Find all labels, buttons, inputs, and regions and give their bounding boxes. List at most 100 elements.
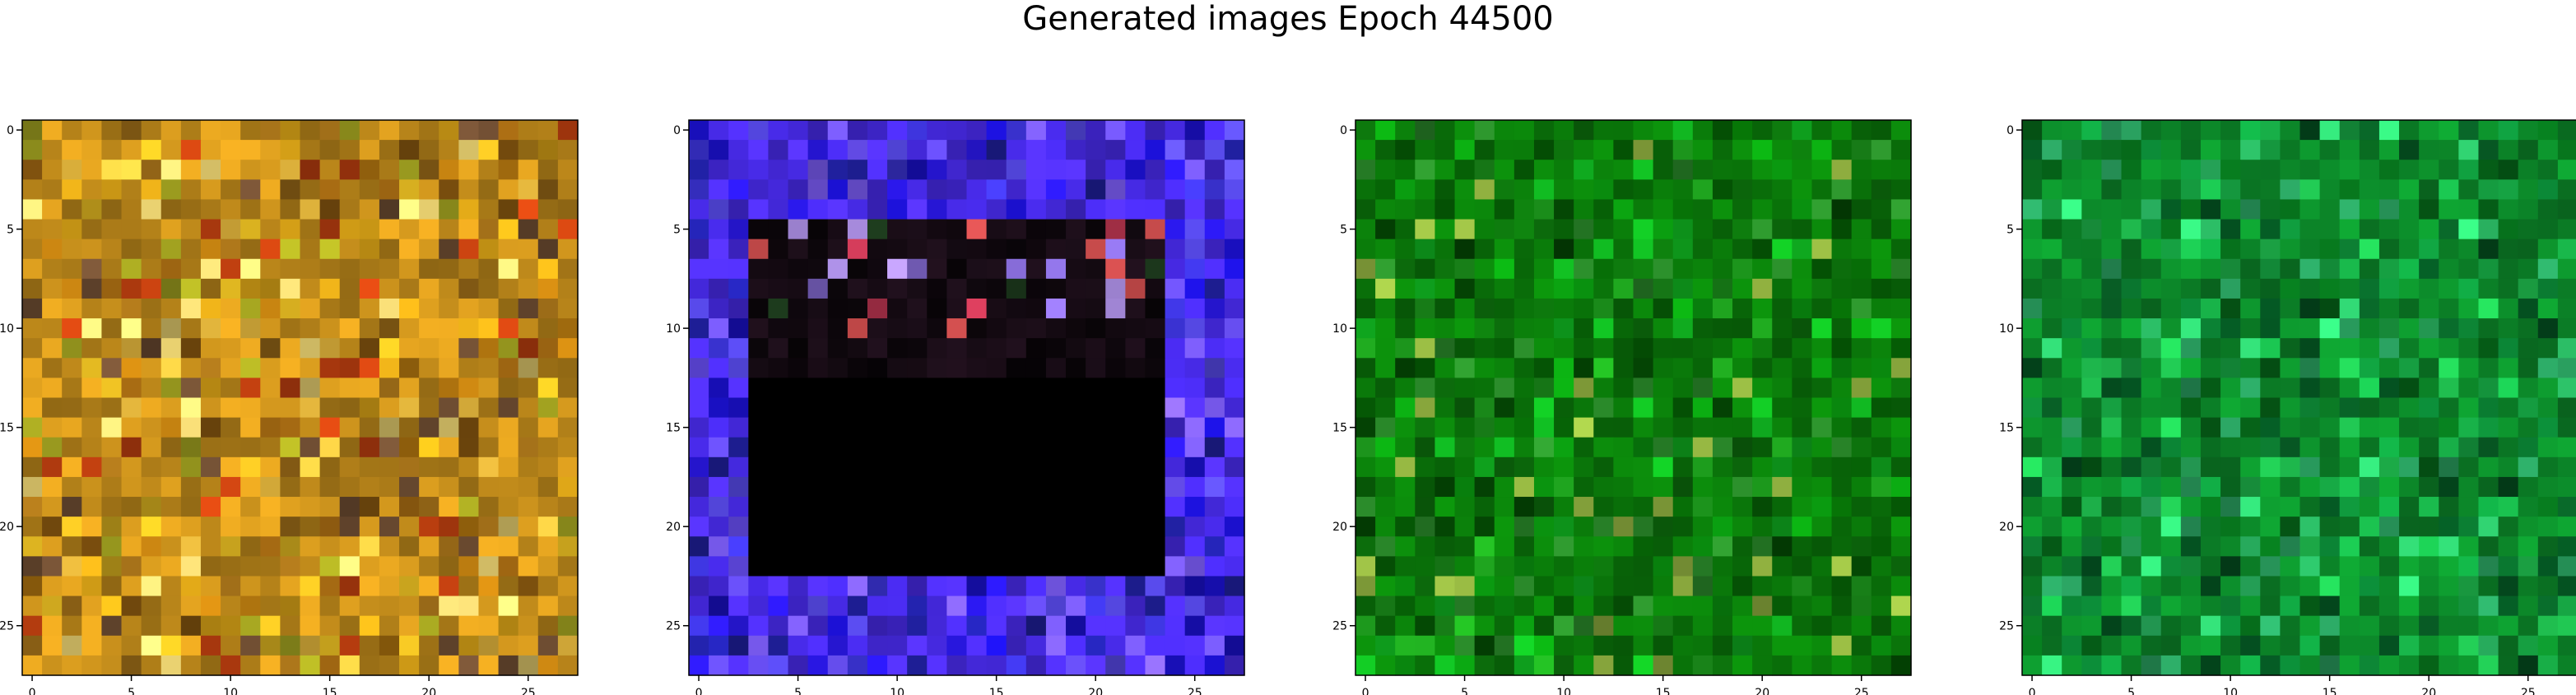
pixel-cell [2160,298,2182,319]
pixel-cell [1474,179,1495,201]
pixel-cell [2359,338,2380,359]
pixel-cell [2319,278,2341,299]
pixel-cell [1434,239,1456,260]
pixel-cell [1871,219,1892,240]
pixel-cell [478,456,500,478]
pixel-cell [1811,219,1833,240]
pixel-cell [1434,140,1456,160]
pixel-cell [1454,219,1476,240]
pixel-cell [2062,615,2082,637]
pixel-cell [2557,199,2576,220]
pixel-cell [2458,397,2480,419]
pixel-cell [1672,595,1694,617]
pixel-cell [2299,140,2321,160]
pixel-cell [2022,298,2043,319]
pixel-cell [2141,497,2162,517]
pixel-cell [867,456,888,478]
pixel-cell [2537,378,2559,399]
pixel-cell [2378,338,2400,359]
pixel-cell [2458,239,2480,260]
pixel-cell [927,378,947,399]
pixel-cell [2299,378,2321,399]
pixel-cell [2260,517,2281,537]
pixel-cell [200,635,221,656]
pixel-cell [768,378,789,399]
pixel-cell [42,160,63,180]
pixel-cell [180,120,202,141]
pixel-cell [827,497,849,517]
pixel-cell [300,338,321,359]
pixel-cell [2378,397,2400,419]
pixel-cell [121,576,142,597]
pixel-cell [1772,655,1793,676]
pixel-cell [1086,120,1106,141]
pixel-cell [1184,497,1206,517]
pixel-cell [319,595,341,617]
pixel-cell [1851,635,1872,656]
pixel-cell [1811,318,1833,339]
pixel-cell [709,497,729,517]
pixel-cell [768,497,789,517]
pixel-cell [2399,536,2420,557]
pixel-cell [1086,378,1106,399]
pixel-cell [2220,417,2241,438]
pixel-cell [498,437,519,458]
pixel-cell [1871,239,1892,260]
pixel-cell [2478,635,2499,656]
pixel-cell [22,576,43,597]
pixel-cell [2240,635,2261,656]
pixel-cell [2042,378,2062,399]
pixel-cell [419,378,439,399]
pixel-cell [1692,397,1713,419]
pixel-cell [300,140,321,160]
pixel-cell [867,358,888,378]
pixel-cell [81,258,103,280]
pixel-cell [1851,199,1872,220]
pixel-cell [2280,536,2301,557]
pixel-cell [1712,536,1733,557]
pixel-cell [1415,456,1436,478]
pixel-cell [1692,595,1713,617]
pixel-cell [399,417,420,438]
pixel-cell [927,576,947,597]
pixel-cell [2240,517,2261,537]
pixel-cell [2478,497,2499,517]
pixel-cell [62,437,82,458]
pixel-cell [986,179,1007,201]
pixel-cell [1653,536,1674,557]
pixel-cell [887,397,908,419]
pixel-cell [2399,258,2420,280]
pixel-cell [1494,397,1515,419]
pixel-cell [1514,258,1535,280]
pixel-cell [1006,140,1027,160]
pixel-cell [2062,595,2082,617]
pixel-cell [1712,456,1733,478]
pixel-cell [1593,318,1614,339]
pixel-cell [200,199,221,220]
pixel-cell [1613,437,1634,458]
pixel-cell [1355,595,1376,617]
pixel-cell [101,417,123,438]
pixel-cell [81,120,103,141]
pixel-cell [22,358,43,378]
pixel-cell [847,476,868,498]
pixel-cell [1415,536,1436,557]
pixel-cell [1434,179,1456,201]
pixel-cell [2121,417,2142,438]
pixel-cell [1831,576,1853,597]
x-tick-label: 25 [1854,687,1869,695]
pixel-cell [2299,615,2321,637]
pixel-cell [2180,358,2202,378]
pixel-cell [1712,655,1733,676]
pixel-cell [1574,338,1594,359]
pixel-cell [81,140,103,160]
pixel-cell [1006,258,1027,280]
pixel-cell [1672,120,1694,141]
pixel-cell [2240,179,2261,201]
pixel-cell [1006,378,1027,399]
pixel-cell [2200,497,2221,517]
pixel-cell [1554,278,1574,299]
pixel-cell [1105,595,1126,617]
pixel-cell [2081,199,2103,220]
